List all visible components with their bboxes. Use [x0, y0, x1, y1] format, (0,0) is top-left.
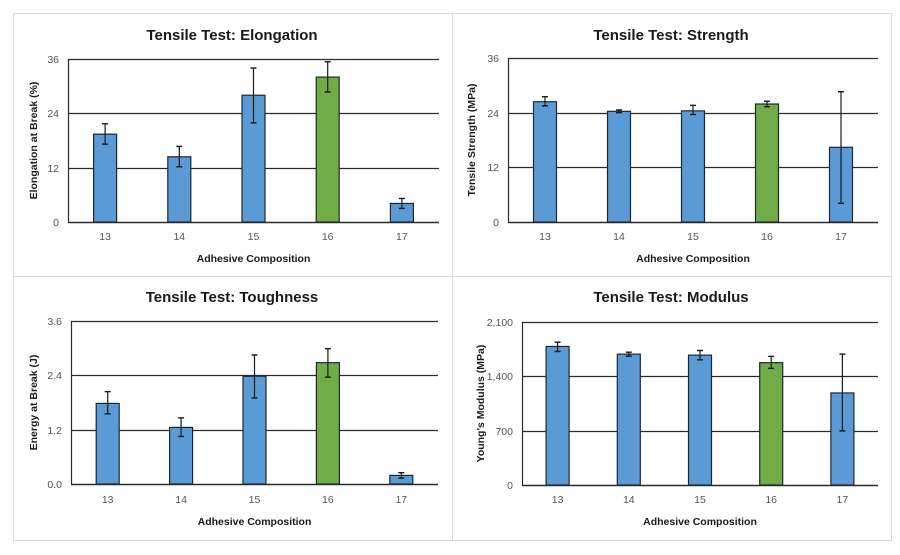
panel-frame: [13, 13, 892, 541]
chart-title: Tensile Test: Modulus: [593, 289, 748, 306]
x-axis-title: Adhesive Composition: [643, 516, 757, 528]
x-tick-label: 13: [99, 231, 111, 243]
y-tick-label: 0: [53, 217, 59, 229]
y-tick-label: 1,400: [487, 371, 513, 383]
bar: [315, 76, 340, 223]
x-tick-label: 14: [175, 494, 187, 506]
x-tick-label: 16: [322, 494, 334, 506]
x-tick-label: 16: [322, 231, 334, 243]
y-tick-label: 36: [47, 54, 59, 66]
bar: [92, 133, 118, 223]
chart-3: Tensile Test: Toughness 0.0 1.2 2.4 3.6 13 14 1…: [28, 289, 438, 528]
x-tick-label: 14: [613, 231, 625, 243]
x-tick-label: 15: [687, 231, 699, 243]
y-tick-label: 12: [487, 162, 499, 174]
x-tick-label: 16: [765, 494, 777, 506]
x-tick-label: 17: [837, 494, 849, 506]
y-axis-title: Elongation at Break (%): [28, 82, 40, 200]
bar: [95, 402, 120, 485]
y-tick-label: 700: [495, 426, 513, 438]
x-axis-title: Adhesive Composition: [197, 253, 311, 265]
x-tick-label: 13: [539, 231, 551, 243]
x-tick-label: 17: [835, 231, 847, 243]
bar: [616, 353, 641, 486]
x-tick-label: 16: [761, 231, 773, 243]
bar: [315, 362, 340, 485]
bar: [680, 110, 706, 223]
x-tick-label: 14: [623, 494, 635, 506]
x-tick-label: 14: [173, 231, 185, 243]
y-axis-title: Young's Modulus (MPa): [475, 345, 487, 463]
bar: [687, 354, 713, 486]
x-tick-label: 15: [249, 494, 261, 506]
bar: [759, 362, 784, 486]
y-tick-label: 3.6: [47, 316, 62, 328]
y-axis-title: Tensile Strength (MPa): [466, 84, 478, 197]
y-tick-label: 36: [487, 53, 499, 65]
y-tick-label: 0: [493, 217, 499, 229]
bar: [532, 101, 558, 223]
chart-title: Tensile Test: Strength: [593, 27, 748, 44]
y-tick-label: 12: [47, 163, 59, 175]
x-tick-label: 15: [248, 231, 260, 243]
y-tick-label: 2.4: [47, 370, 62, 382]
chart-title: Tensile Test: Elongation: [146, 27, 317, 44]
x-tick-label: 13: [552, 494, 564, 506]
y-tick-label: 2,100: [487, 317, 513, 329]
y-tick-label: 24: [47, 108, 59, 120]
y-tick-label: 0: [507, 480, 513, 492]
y-tick-label: 24: [487, 108, 499, 120]
chart-2: Tensile Test: Strength 0 12 24 36 13 14 15 16 17 A…: [466, 27, 878, 265]
bar: [754, 103, 780, 223]
x-tick-label: 17: [395, 494, 407, 506]
chart-4: Tensile Test: Modulus 0 700 1,400 2,100 13 14 1…: [475, 289, 878, 528]
x-tick-label: 13: [102, 494, 114, 506]
y-tick-label: 0.0: [47, 479, 62, 491]
x-tick-label: 17: [396, 231, 408, 243]
x-tick-label: 15: [694, 494, 706, 506]
bar: [606, 110, 632, 223]
chart-1: Tensile Test: Elongation 0 12 24 36 13 14 15 16 1…: [28, 27, 439, 265]
chart-title: Tensile Test: Toughness: [146, 289, 319, 306]
x-axis-title: Adhesive Composition: [198, 516, 312, 528]
y-axis-title: Energy at Break (J): [28, 355, 40, 451]
bar: [545, 345, 570, 486]
x-axis-title: Adhesive Composition: [636, 253, 750, 265]
y-tick-label: 1.2: [47, 425, 62, 437]
